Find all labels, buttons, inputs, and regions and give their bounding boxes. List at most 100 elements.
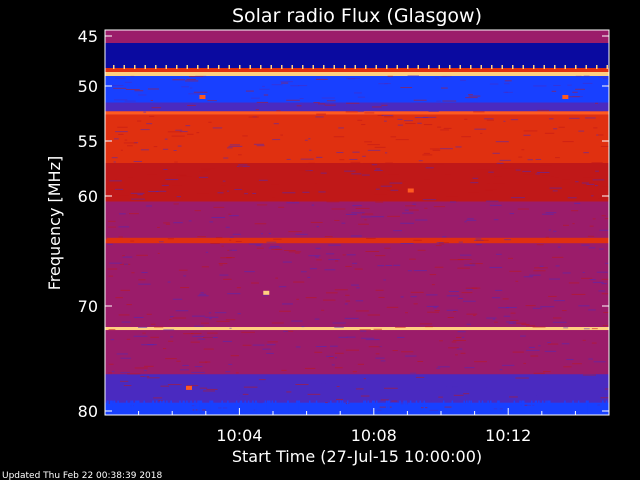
texture-streak	[291, 320, 303, 322]
interference-line	[451, 400, 454, 415]
texture-streak	[276, 110, 281, 112]
texture-streak	[415, 219, 428, 221]
texture-streak	[412, 203, 417, 205]
texture-streak	[596, 134, 599, 136]
texture-streak	[300, 158, 314, 160]
texture-streak	[166, 381, 179, 383]
texture-streak	[530, 355, 539, 357]
texture-streak	[465, 97, 478, 99]
texture-streak	[118, 314, 130, 316]
texture-streak	[162, 148, 169, 150]
texture-streak	[413, 270, 427, 272]
texture-streak	[550, 176, 554, 178]
texture-streak	[325, 402, 328, 404]
texture-streak	[465, 287, 478, 289]
texture-streak	[591, 342, 597, 344]
texture-streak	[361, 174, 370, 176]
texture-streak	[227, 293, 241, 295]
texture-streak	[120, 357, 132, 359]
band-tick	[417, 65, 419, 69]
texture-streak	[201, 169, 211, 171]
texture-streak	[496, 253, 502, 255]
texture-streak	[605, 262, 609, 264]
texture-streak	[119, 380, 129, 382]
texture-streak	[121, 321, 131, 323]
texture-streak	[130, 75, 135, 77]
texture-streak	[141, 272, 148, 274]
texture-streak	[470, 182, 479, 184]
texture-streak	[238, 165, 243, 167]
texture-streak	[544, 350, 557, 352]
texture-streak	[219, 391, 227, 393]
texture-streak	[375, 168, 381, 170]
interference-line	[363, 400, 365, 415]
texture-streak	[492, 318, 495, 320]
texture-streak	[506, 321, 516, 323]
texture-streak	[282, 192, 296, 194]
texture-streak	[413, 303, 418, 305]
texture-streak	[400, 222, 415, 224]
texture-streak	[307, 393, 321, 395]
texture-streak	[163, 348, 167, 350]
texture-streak	[163, 169, 168, 171]
texture-streak	[434, 266, 444, 268]
texture-streak	[360, 395, 370, 397]
texture-streak	[123, 142, 137, 144]
texture-streak	[197, 338, 206, 340]
texture-streak	[314, 182, 318, 184]
texture-streak	[295, 233, 308, 235]
texture-streak	[333, 136, 345, 138]
x-tick-label: 10:04	[216, 426, 262, 445]
texture-streak	[567, 197, 577, 199]
texture-streak	[405, 123, 416, 125]
texture-streak	[316, 259, 322, 261]
texture-streak	[542, 213, 554, 215]
texture-streak	[418, 160, 423, 162]
texture-streak	[140, 129, 150, 131]
interference-line	[605, 400, 608, 415]
texture-streak	[262, 348, 271, 350]
texture-streak	[227, 147, 233, 149]
texture-streak	[442, 100, 457, 102]
texture-streak	[326, 100, 336, 102]
texture-streak	[246, 379, 260, 381]
texture-streak	[567, 84, 572, 86]
texture-streak	[315, 247, 321, 249]
texture-streak	[168, 340, 174, 342]
texture-streak	[315, 345, 327, 347]
texture-streak	[346, 78, 355, 80]
texture-streak	[241, 331, 255, 333]
texture-streak	[347, 378, 350, 380]
texture-streak	[282, 261, 292, 263]
interference-line	[209, 400, 211, 415]
texture-streak	[204, 316, 219, 318]
interference-line	[135, 400, 137, 415]
texture-streak	[291, 200, 295, 202]
interference-line	[419, 400, 421, 415]
texture-streak	[474, 361, 487, 363]
texture-streak	[390, 136, 397, 138]
texture-streak	[598, 134, 604, 136]
texture-streak	[136, 120, 142, 122]
texture-streak	[263, 94, 269, 96]
texture-streak	[424, 178, 430, 180]
texture-streak	[387, 173, 399, 175]
texture-streak	[252, 192, 257, 194]
texture-streak	[170, 336, 174, 338]
interference-line	[113, 400, 116, 415]
texture-streak	[271, 322, 284, 324]
texture-streak	[429, 389, 439, 391]
texture-streak	[142, 332, 146, 334]
band-tick	[186, 65, 188, 69]
interference-line	[415, 400, 418, 415]
texture-streak	[528, 346, 535, 348]
texture-streak	[581, 244, 590, 246]
texture-streak	[397, 124, 404, 126]
texture-streak	[197, 295, 209, 297]
interference-line	[244, 400, 246, 415]
interference-line	[548, 400, 550, 415]
texture-streak	[153, 397, 163, 399]
texture-streak	[445, 195, 458, 197]
texture-streak	[153, 146, 158, 148]
texture-streak	[186, 385, 199, 387]
